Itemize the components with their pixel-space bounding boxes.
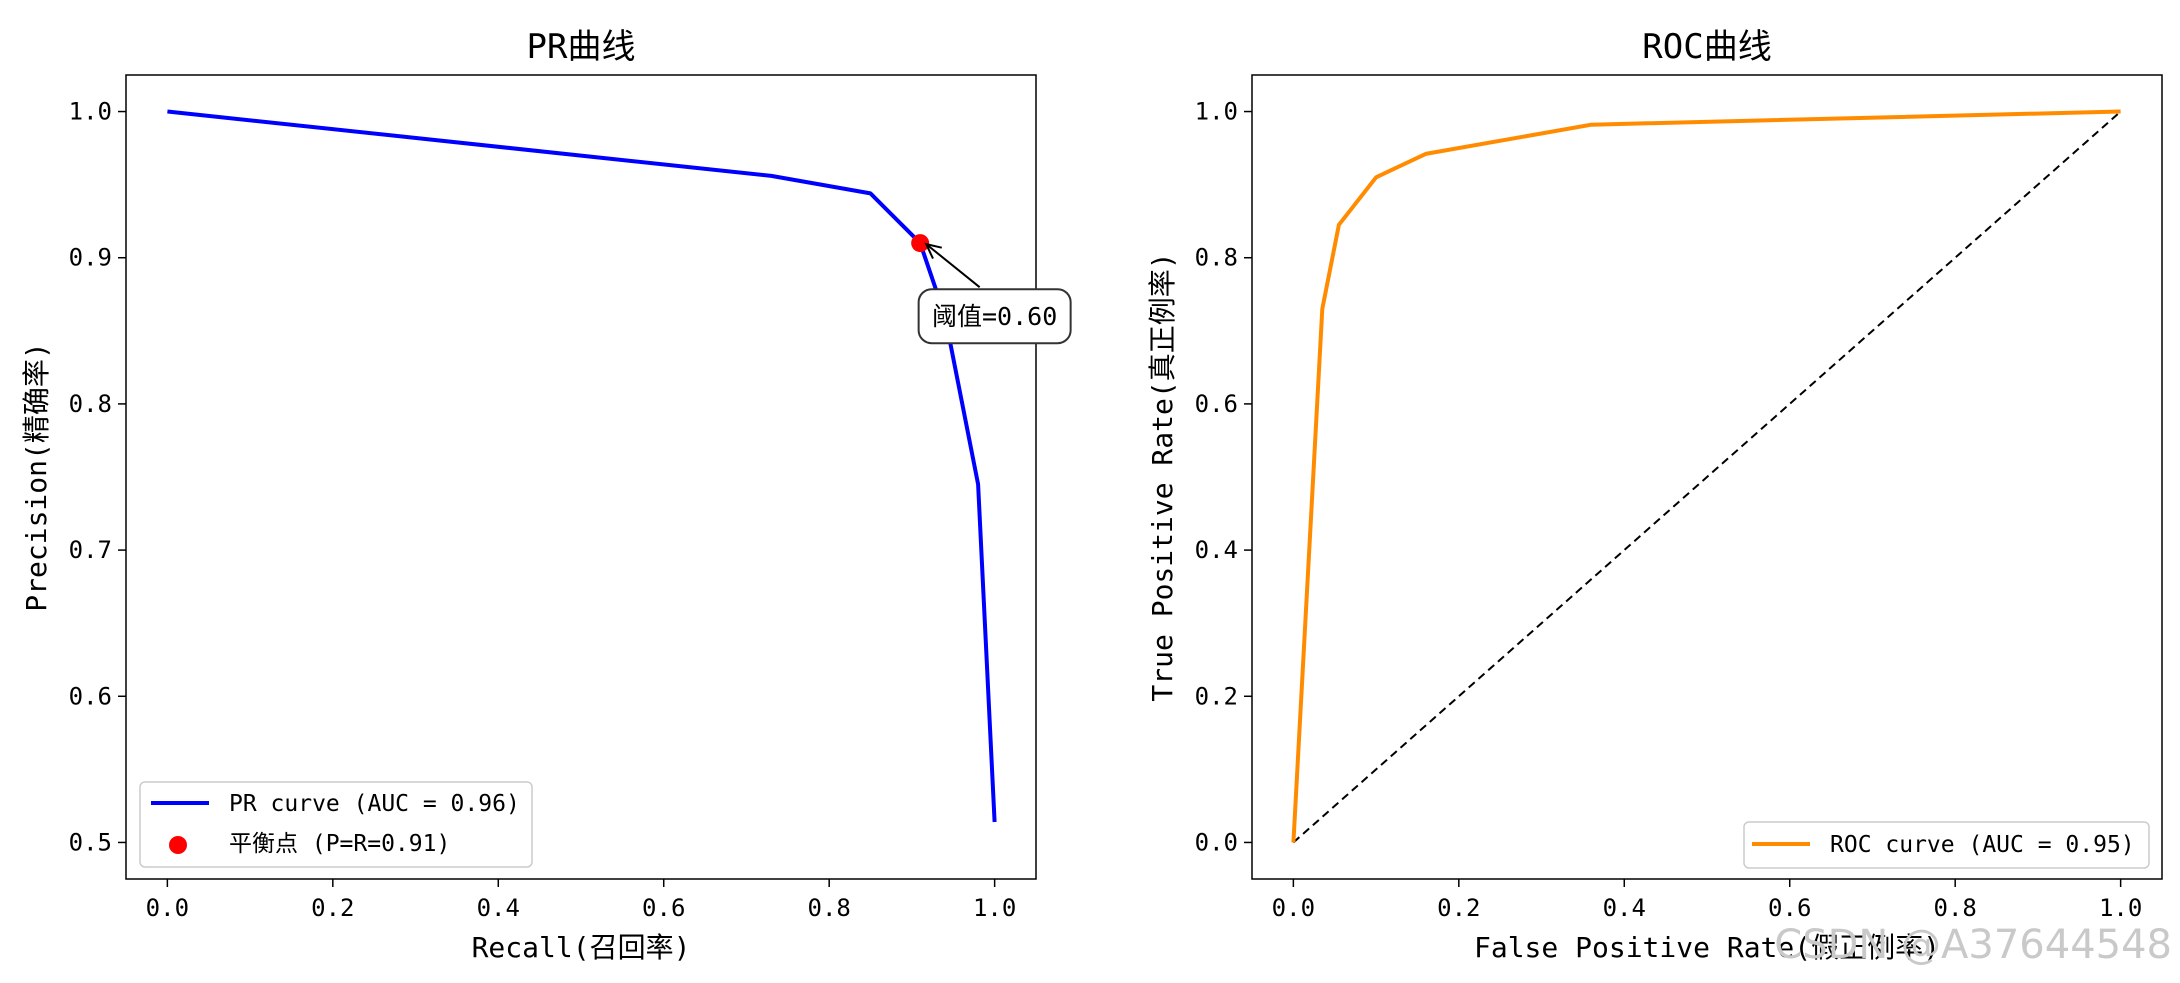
- roc-y-tick-label: 0.0: [1195, 828, 1238, 856]
- roc-y-axis-label: True Positive Rate(真正例率): [1146, 252, 1179, 701]
- roc-chart: ROC曲线 False Positive Rate(假正例率) True Pos…: [1146, 27, 2163, 964]
- pr-legend-point-swatch: [169, 836, 187, 854]
- roc-curve-line: [1291, 109, 2121, 843]
- pr-y-tick-label: 0.9: [69, 244, 112, 272]
- annotation-text: 阈值=0.60: [932, 302, 1057, 331]
- pr-x-tick-label: 0.0: [146, 894, 189, 922]
- roc-y-tick-label: 0.4: [1195, 536, 1238, 564]
- roc-y-tick-label: 0.8: [1195, 244, 1238, 272]
- watermark: CSDN @A37644548: [1774, 922, 2172, 968]
- threshold-annotation: 阈值=0.60: [917, 242, 1072, 345]
- roc-y-ticks: 0.0 0.2 0.4 0.6 0.8 1.0: [1195, 98, 1252, 856]
- annotation-arrow-head: [924, 242, 943, 260]
- roc-legend-label: ROC curve (AUC = 0.95): [1830, 832, 2135, 858]
- roc-x-tick-label: 0.4: [1603, 894, 1646, 922]
- roc-legend-box: [1743, 821, 2150, 869]
- annotation-arrow: [925, 243, 981, 288]
- pr-y-axis-label: Precision(精确率): [20, 342, 53, 611]
- pr-x-tick-label: 0.6: [642, 894, 685, 922]
- roc-x-axis-label: False Positive Rate(假正例率): [1474, 931, 1940, 964]
- roc-random-baseline: [1292, 110, 2122, 844]
- annotation-box: [917, 288, 1072, 345]
- pr-x-ticks: 0.0 0.2 0.4 0.6 0.8 1.0: [146, 879, 1016, 922]
- roc-y-tick-label: 1.0: [1195, 98, 1238, 126]
- pr-y-tick-label: 0.8: [69, 390, 112, 418]
- pr-legend-label-point: 平衡点 (P=R=0.91): [229, 831, 450, 857]
- pr-y-tick-label: 0.6: [69, 682, 112, 710]
- balance-point-marker: [911, 234, 930, 253]
- roc-x-tick-label: 0.6: [1768, 894, 1811, 922]
- pr-legend: PR curve (AUC = 0.96) 平衡点 (P=R=0.91): [139, 781, 533, 868]
- pr-chart-title: PR曲线: [527, 27, 636, 67]
- roc-legend: ROC curve (AUC = 0.95): [1743, 821, 2150, 869]
- roc-y-tick-label: 0.2: [1195, 682, 1238, 710]
- roc-x-tick-label: 0.2: [1437, 894, 1480, 922]
- pr-plot-area: [125, 74, 1037, 880]
- roc-x-tick-label: 0.0: [1272, 894, 1315, 922]
- pr-x-axis-label: Recall(召回率): [472, 931, 691, 964]
- roc-chart-title: ROC曲线: [1642, 27, 1771, 67]
- roc-x-tick-label: 1.0: [2099, 894, 2142, 922]
- roc-x-tick-label: 0.8: [1934, 894, 1977, 922]
- roc-y-tick-label: 0.6: [1195, 390, 1238, 418]
- pr-x-tick-label: 0.2: [311, 894, 354, 922]
- pr-y-tick-label: 0.5: [69, 828, 112, 856]
- pr-chart: PR曲线 Recall(召回率) Precision(精确率) 0.0 0.2 0.…: [20, 27, 1072, 964]
- pr-x-tick-label: 0.4: [477, 894, 520, 922]
- pr-y-tick-label: 1.0: [69, 98, 112, 126]
- pr-legend-box: [139, 781, 533, 868]
- pr-y-ticks: 0.5 0.6 0.7 0.8 0.9 1.0: [69, 98, 126, 856]
- pr-legend-label-curve: PR curve (AUC = 0.96): [229, 791, 520, 817]
- pr-x-tick-label: 0.8: [808, 894, 851, 922]
- pr-y-tick-label: 0.7: [69, 536, 112, 564]
- pr-x-tick-label: 1.0: [973, 894, 1016, 922]
- roc-x-ticks: 0.0 0.2 0.4 0.6 0.8 1.0: [1272, 879, 2142, 922]
